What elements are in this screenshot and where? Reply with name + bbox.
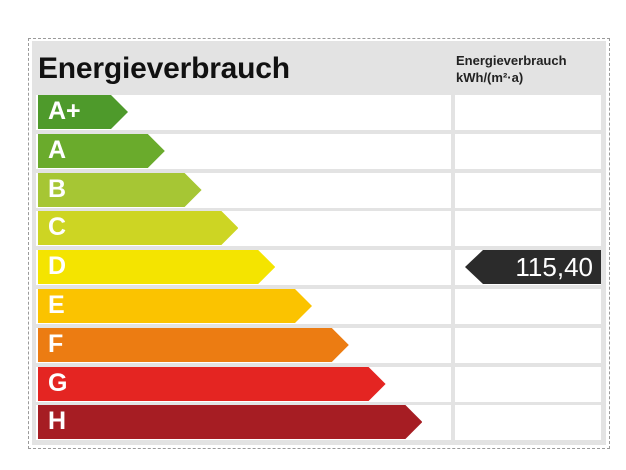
value-cell xyxy=(455,289,601,324)
bar-arrow-shape xyxy=(38,211,239,246)
class-label: D xyxy=(48,252,67,281)
value-cell xyxy=(455,327,601,363)
label-title: Energieverbrauch xyxy=(38,52,290,85)
class-bar-f: F xyxy=(38,327,349,362)
bar-arrow-shape xyxy=(38,405,423,440)
value-cell xyxy=(455,366,601,402)
value-cell xyxy=(455,95,601,130)
class-bar-a: A xyxy=(38,133,165,168)
class-label: F xyxy=(48,329,64,358)
class-bar-a-plus: A+ xyxy=(38,95,128,129)
bar-arrow-shape xyxy=(38,289,312,323)
bar-arrow-shape xyxy=(38,95,128,129)
column-header: Energieverbrauch kWh/(m²·a) xyxy=(456,52,567,86)
value-cell xyxy=(455,211,601,247)
class-label: G xyxy=(48,368,68,397)
label-border xyxy=(28,38,610,449)
consumption-value: 115,40 xyxy=(515,252,593,283)
class-label: C xyxy=(48,213,67,242)
class-label: A+ xyxy=(48,97,81,125)
class-bar-e: E xyxy=(38,289,312,323)
column-header-title: Energieverbrauch xyxy=(456,53,567,68)
class-label: H xyxy=(48,407,67,436)
bar-arrow-shape xyxy=(38,250,276,285)
indicator-arrow-shape xyxy=(465,250,601,285)
bar-arrow-shape xyxy=(38,327,349,362)
value-cell xyxy=(455,172,601,208)
class-label: B xyxy=(48,174,67,203)
class-bar-g: G xyxy=(38,366,386,401)
class-bar-c: C xyxy=(38,211,239,246)
value-cell xyxy=(455,133,601,169)
class-bar-d: D xyxy=(38,250,276,285)
value-cell xyxy=(455,405,601,441)
class-label: E xyxy=(48,291,65,319)
bar-arrow-shape xyxy=(38,133,165,168)
class-bar-b: B xyxy=(38,172,202,207)
column-header-unit: kWh/(m²·a) xyxy=(456,70,524,85)
class-bar-h: H xyxy=(38,405,423,440)
consumption-indicator: 115,40 xyxy=(465,250,601,285)
class-label: A xyxy=(48,135,67,164)
bar-arrow-shape xyxy=(38,172,202,207)
bar-arrow-shape xyxy=(38,366,386,401)
